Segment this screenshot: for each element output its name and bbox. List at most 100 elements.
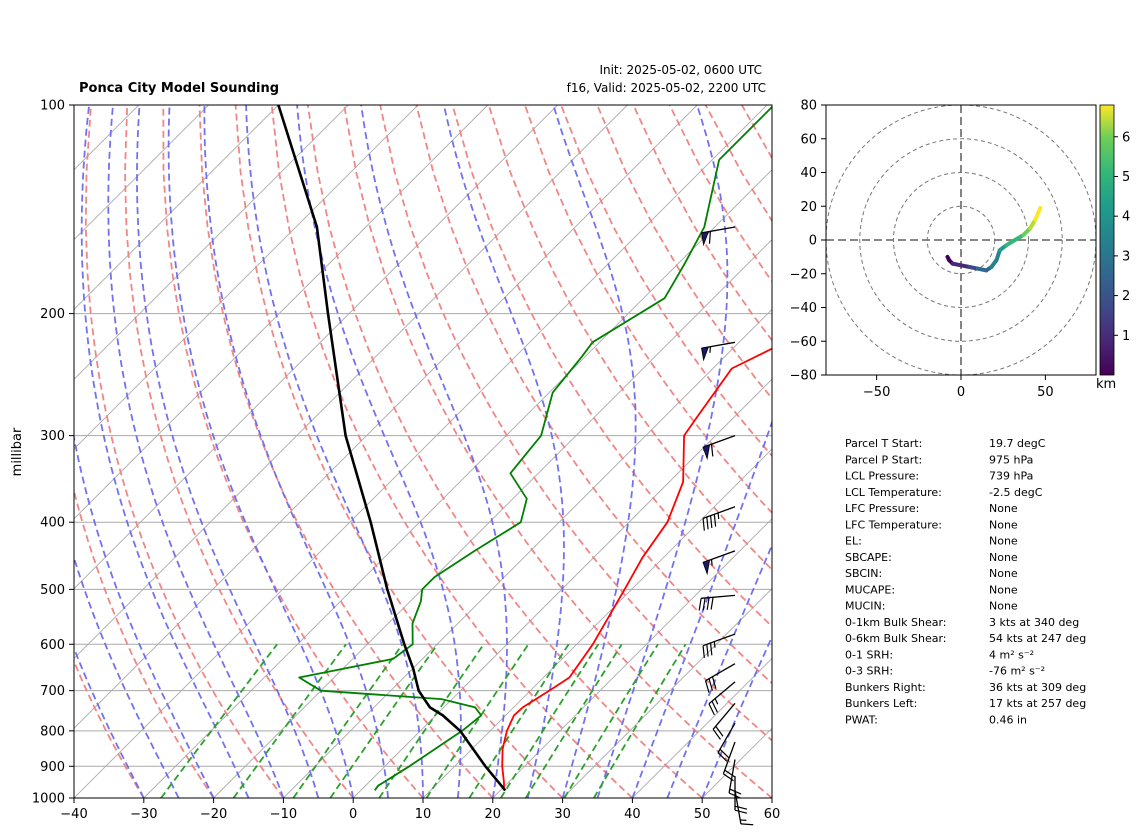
dry-adiabat-line: [670, 105, 1142, 798]
parameter-value: -2.5 degC: [989, 486, 1043, 499]
wind-barb: [702, 227, 735, 245]
x-tick-label: 50: [694, 807, 711, 822]
x-tick-label: 0: [349, 807, 357, 822]
colorbar-tick-label: 3: [1122, 249, 1130, 264]
parameter-label: LCL Pressure:: [845, 470, 919, 483]
parameter-label: 0-6km Bulk Shear:: [845, 632, 947, 645]
dry-adiabat-line: [45, 105, 214, 798]
wind-barb-full: [699, 598, 701, 610]
hodograph-y-tick-label: 80: [800, 99, 817, 114]
y-tick-label: 600: [40, 638, 65, 653]
dry-adiabat-line: [525, 105, 1121, 798]
parameter-value: 4 m² s⁻²: [989, 648, 1034, 661]
wind-barb-full: [735, 810, 747, 813]
moist-adiabat-line: [246, 105, 423, 798]
parameter-row: EL: None: [845, 535, 1018, 548]
wind-barb: [703, 436, 735, 459]
isotherm-line: [702, 105, 1142, 798]
wind-barb-full: [714, 514, 715, 526]
parameter-value: 36 kts at 309 deg: [989, 681, 1086, 694]
wind-barb-half: [718, 513, 719, 519]
parameter-label: EL:: [845, 535, 862, 548]
wind-barb-full: [735, 806, 747, 809]
wind-barb-full: [710, 231, 711, 243]
y-tick-label: 900: [40, 760, 65, 775]
parameter-label: Parcel P Start:: [845, 453, 922, 466]
isotherm-line: [563, 105, 1142, 798]
parameter-label: Bunkers Right:: [845, 681, 926, 694]
parameter-value: 19.7 degC: [989, 437, 1046, 450]
parameter-row: Parcel T Start: 19.7 degC: [845, 437, 1046, 450]
parameter-row: LCL Temperature:-2.5 degC: [845, 486, 1043, 499]
wind-barb-full: [711, 597, 713, 609]
parameter-row: SBCIN: None: [845, 567, 1018, 580]
parameter-label: PWAT:: [845, 713, 878, 726]
hodograph-y-tick-label: −80: [790, 369, 817, 384]
wind-barb: [703, 634, 735, 658]
colorbar: [1100, 105, 1114, 375]
parameter-value: 3 kts at 340 deg: [989, 616, 1079, 629]
dry-adiabat-line: [561, 105, 1142, 798]
parameter-value: None: [989, 567, 1018, 580]
parameter-row: 0-6km Bulk Shear: 54 kts at 247 deg: [845, 632, 1086, 645]
parameter-value: None: [989, 551, 1018, 564]
mixing-ratio-line: [564, 644, 658, 798]
x-tick-label: −10: [270, 807, 297, 822]
y-tick-label: 200: [40, 307, 65, 322]
dry-adiabat-line: [86, 105, 284, 798]
moist-adiabat-line: [57, 105, 214, 798]
colorbar-label: km: [1096, 377, 1116, 392]
parameter-value: 17 kts at 257 deg: [989, 697, 1086, 710]
parameter-label: 0-1 SRH:: [845, 648, 893, 661]
parameter-label: SBCIN:: [845, 567, 882, 580]
wind-barb: [735, 776, 747, 813]
parameter-row: LFC Temperature:None: [845, 518, 1018, 531]
hodograph-y-tick-label: −40: [790, 301, 817, 316]
x-tick-label: −40: [60, 807, 87, 822]
wind-barb-full: [703, 518, 704, 530]
parameter-label: 0-3 SRH:: [845, 665, 893, 678]
parameter-row: LFC Pressure:None: [845, 502, 1018, 515]
parameter-value: 739 hPa: [989, 470, 1033, 483]
wind-barb-flag: [703, 445, 710, 459]
hodograph-y-tick-label: 20: [800, 200, 817, 215]
x-tick-label: 10: [415, 807, 432, 822]
parameter-value: None: [989, 535, 1018, 548]
dry-adiabat-line: [778, 105, 1142, 798]
wind-barb: [713, 703, 735, 739]
wind-barb-half: [712, 559, 713, 565]
wind-barb-full: [741, 824, 753, 825]
hodograph-x-tick-label: 50: [1037, 385, 1054, 400]
parameter-value: 54 kts at 247 deg: [989, 632, 1086, 645]
parameter-row: 0-1km Bulk Shear:3 kts at 340 deg: [845, 616, 1079, 629]
colorbar-tick-label: 1: [1122, 329, 1130, 344]
wind-barb-full: [711, 516, 712, 528]
x-tick-label: −20: [200, 807, 227, 822]
dry-adiabat-line: [706, 105, 1142, 798]
wind-barb-full: [703, 646, 704, 658]
wind-barb-full: [707, 644, 708, 656]
y-tick-label: 100: [40, 99, 65, 114]
parameter-value: None: [989, 518, 1018, 531]
dry-adiabat-line: [236, 105, 563, 798]
colorbar-tick-label: 4: [1122, 210, 1130, 225]
mixing-ratio-line: [161, 644, 277, 798]
parameter-value: None: [989, 600, 1018, 613]
moist-adiabat-line: [137, 105, 318, 798]
colorbar-tick-label: 6: [1122, 130, 1130, 145]
chart-title: Ponca City Model Sounding: [79, 81, 279, 96]
hodograph-x-tick-label: 0: [957, 385, 965, 400]
parameter-value: None: [989, 502, 1018, 515]
parameter-row: Bunkers Left: 17 kts at 257 deg: [845, 697, 1086, 710]
wind-barb-shaft: [706, 664, 735, 681]
colorbar-tick-label: 5: [1122, 170, 1130, 185]
parameter-row: MUCIN:None: [845, 600, 1018, 613]
moist-adiabat-line: [9, 105, 144, 798]
parameter-row: Bunkers Right: 36 kts at 309 deg: [845, 681, 1086, 694]
wind-barb: [706, 664, 735, 693]
parameter-label: Parcel T Start:: [845, 437, 922, 450]
x-tick-label: 20: [485, 807, 502, 822]
y-tick-label: 500: [40, 583, 65, 598]
parameter-value: -76 m² s⁻²: [989, 665, 1045, 678]
parameter-label: Bunkers Left:: [845, 697, 917, 710]
